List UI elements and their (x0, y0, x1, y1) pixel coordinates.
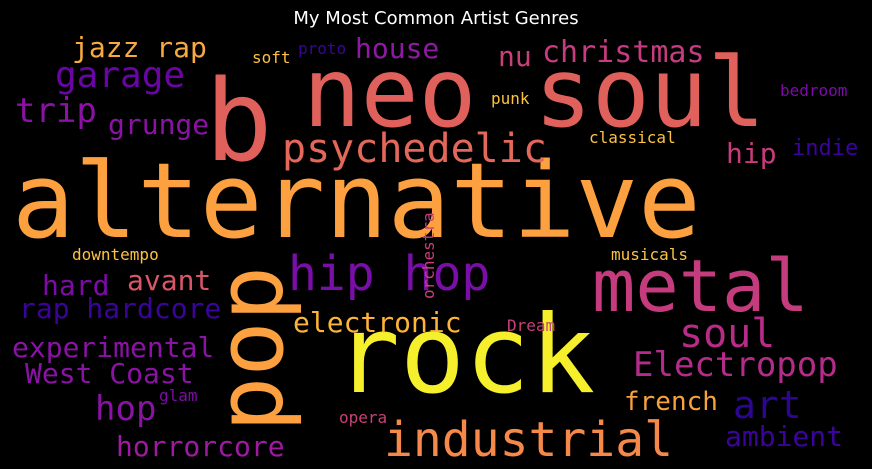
genre-word: pop (197, 266, 304, 432)
genre-word: electronic (293, 306, 462, 339)
genre-word: downtempo (72, 245, 159, 264)
genre-word: proto (298, 39, 346, 58)
genre-word: grunge (108, 108, 209, 141)
genre-word: hard (42, 269, 109, 302)
genre-word: West Coast (25, 357, 194, 390)
genre-word: industrial (384, 412, 673, 468)
genre-word: hip hop (288, 246, 490, 302)
genre-word: trip (15, 91, 97, 131)
page-title: My Most Common Artist Genres (293, 8, 579, 29)
genre-word: jazz rap (72, 31, 207, 64)
genre-word: rock (335, 293, 595, 418)
genre-word: hip (726, 137, 777, 170)
genre-word: christmas (542, 35, 705, 70)
genre-word: bedroom (780, 81, 847, 100)
genre-word: neo soul (303, 37, 765, 149)
genre-word: glam (159, 386, 198, 405)
genre-word: metal (592, 244, 809, 328)
genre-word: b (205, 57, 272, 187)
genre-word: soul (679, 311, 775, 357)
genre-word: soft (252, 48, 291, 67)
genre-word: classical (589, 128, 676, 147)
genre-word: orchestra (419, 212, 438, 299)
genre-word: art (733, 383, 802, 427)
genre-word: rap hardcore (19, 292, 221, 325)
genre-word: Electropop (633, 345, 838, 385)
genre-word: horrorcore (116, 430, 285, 463)
genre-word: indie (792, 136, 858, 161)
genre-word: house (355, 32, 439, 65)
genre-word: ambient (725, 420, 843, 453)
genre-word: avant (127, 264, 211, 297)
genre-word: nu (498, 40, 532, 73)
genre-word: musicals (611, 245, 688, 264)
genre-word: psychedelic (282, 126, 547, 172)
genre-word: garage (55, 55, 185, 96)
genre-word: hop (95, 389, 156, 429)
genre-word: Dream (507, 316, 555, 335)
genre-word: punk (491, 89, 530, 108)
genre-word: opera (339, 408, 387, 427)
genre-word: experimental (12, 331, 214, 364)
genre-word: alternative (12, 140, 701, 262)
genre-word: french (624, 387, 718, 417)
